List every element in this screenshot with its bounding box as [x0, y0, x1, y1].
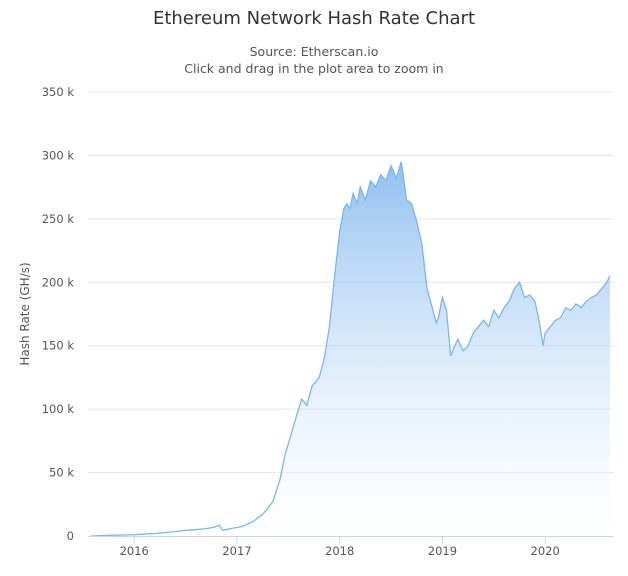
- x-tick-label: 2019: [428, 544, 457, 558]
- y-axis-label: Hash Rate (GH/s): [18, 262, 32, 365]
- y-tick-label: 0: [67, 529, 74, 543]
- x-tick-label: 2018: [325, 544, 354, 558]
- y-tick-label: 250 k: [42, 212, 75, 226]
- hash-rate-line: [91, 161, 611, 537]
- y-tick-label: 50 k: [49, 466, 74, 480]
- chart-subtitle-zoom-hint: Click and drag in the plot area to zoom …: [184, 61, 444, 76]
- chart-title: Ethereum Network Hash Rate Chart: [152, 8, 476, 29]
- hash-rate-area: [91, 161, 610, 537]
- y-tick-label: 350 k: [42, 85, 75, 99]
- y-tick-label: 200 k: [42, 275, 75, 289]
- x-tick-label: 2020: [531, 544, 560, 558]
- chart-subtitle: Source: Etherscan.io Click and drag in t…: [0, 43, 628, 77]
- chart-subtitle-source: Source: Etherscan.io: [249, 44, 379, 59]
- x-tick-label: 2016: [120, 544, 149, 558]
- y-tick-label: 300 k: [42, 148, 75, 162]
- x-tick-label: 2017: [222, 544, 251, 558]
- y-tick-label: 100 k: [42, 402, 75, 416]
- y-tick-label: 150 k: [42, 339, 75, 353]
